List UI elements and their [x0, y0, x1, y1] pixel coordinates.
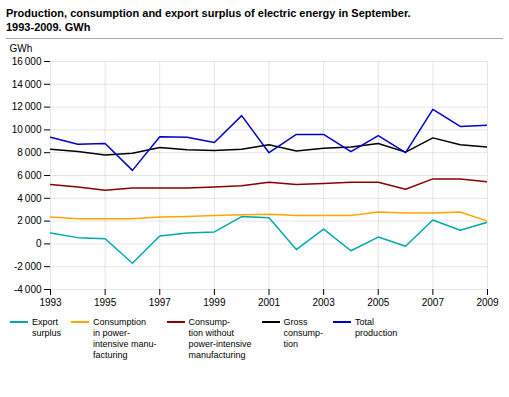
svg-text:8 000: 8 000	[17, 147, 42, 158]
svg-text:-4 000: -4 000	[14, 284, 42, 295]
html-text:1993-2009. GWh: 1993-2009. GWh	[6, 21, 91, 33]
svg-text:2001: 2001	[258, 297, 281, 308]
html-text:Gross consump- tion: Gross consump- tion	[283, 317, 324, 349]
html-text:Consump- tion without power-in: Consump- tion without power-intensive ma…	[188, 317, 252, 360]
html-text:Consumption in power- intensiv: Consumption in power- intensive manu- fa…	[93, 317, 157, 360]
svg-text:-2 000: -2 000	[14, 261, 42, 272]
svg-text:1999: 1999	[203, 297, 226, 308]
html-text:Export surplus: Export surplus	[32, 317, 61, 338]
html-text:Production, consumption and ex: Production, consumption and export surpl…	[6, 7, 411, 19]
svg-text:16 000: 16 000	[12, 56, 42, 67]
svg-text:2009: 2009	[476, 297, 499, 308]
svg-text:4 000: 4 000	[17, 193, 42, 204]
svg-text:1997: 1997	[149, 297, 172, 308]
svg-text:2005: 2005	[367, 297, 390, 308]
svg-text:10 000: 10 000	[12, 124, 42, 135]
svg-text:2003: 2003	[313, 297, 336, 308]
svg-text:14 000: 14 000	[12, 79, 42, 90]
svg-text:1993: 1993	[39, 297, 62, 308]
svg-text:0: 0	[36, 238, 42, 249]
svg-text:2 000: 2 000	[17, 215, 42, 226]
svg-text:2007: 2007	[422, 297, 445, 308]
svg-text:12 000: 12 000	[12, 101, 42, 112]
svg-text:1995: 1995	[94, 297, 117, 308]
svg-text:GWh: GWh	[10, 43, 33, 54]
html-text:Total production: Total production	[355, 317, 398, 338]
svg-text:6 000: 6 000	[17, 170, 42, 181]
